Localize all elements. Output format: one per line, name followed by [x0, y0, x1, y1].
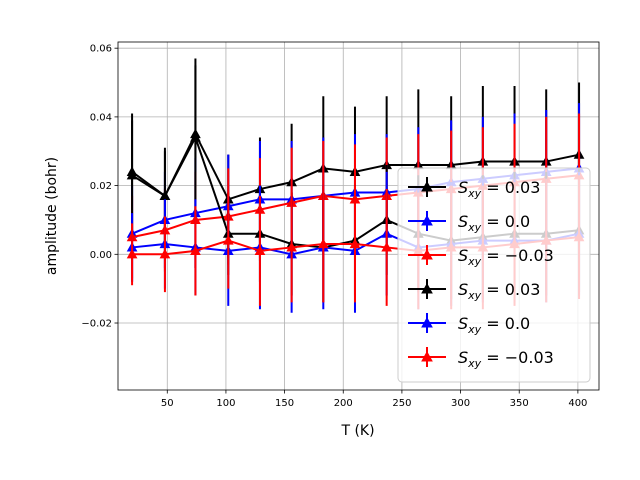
legend-marker	[421, 282, 433, 294]
y-tick-label: −0.02	[81, 319, 112, 330]
legend-marker	[421, 316, 433, 328]
legend-entry: Sxy = 0.03	[408, 177, 540, 200]
legend-marker	[421, 248, 433, 260]
x-axis-label: T (K)	[340, 423, 374, 439]
data-point	[254, 245, 266, 255]
legend-entry: Sxy = −0.03	[408, 347, 554, 370]
x-tick-label: 400	[568, 398, 587, 409]
legend-label: Sxy = 0.0	[458, 314, 530, 336]
data-point	[381, 241, 393, 252]
x-tick-label: 150	[275, 398, 294, 409]
data-point	[159, 248, 171, 259]
data-point	[222, 235, 234, 245]
legend-label: Sxy = −0.03	[458, 246, 554, 268]
data-point	[190, 245, 201, 255]
y-axis-label: amplitude (bohr)	[44, 157, 60, 275]
x-tick-label: 300	[451, 398, 470, 409]
legend-entry: Sxy = 0.0	[408, 211, 530, 234]
legend-entry: Sxy = 0.03	[408, 279, 540, 302]
data-point	[126, 169, 138, 180]
y-tick-label: 0.00	[90, 250, 112, 261]
legend-label: Sxy = 0.03	[458, 280, 540, 302]
legend-label: Sxy = 0.03	[458, 178, 540, 200]
legend: Sxy = 0.03 Sxy = 0.0 Sxy = −0.03 Sxy = 0.03…	[397, 167, 591, 383]
legend-label: Sxy = 0.0	[458, 212, 530, 234]
data-point	[349, 238, 361, 249]
y-tick-label: 0.06	[90, 44, 112, 55]
y-tick-label: 0.04	[90, 112, 112, 123]
legend-marker	[421, 214, 433, 226]
legend-marker	[421, 180, 433, 192]
data-point	[126, 248, 138, 259]
plot-frame	[117, 41, 600, 391]
x-tick-label: 350	[510, 398, 529, 409]
legend-label: Sxy = −0.03	[458, 348, 554, 370]
x-tick-label: 50	[161, 398, 174, 409]
legend-marker	[421, 350, 433, 362]
y-tick-label: 0.02	[90, 181, 112, 192]
data-point	[286, 241, 297, 252]
legend-entry: Sxy = −0.03	[408, 245, 554, 268]
legend-entry: Sxy = 0.0	[408, 313, 530, 336]
data-point	[317, 238, 329, 249]
x-tick-label: 250	[392, 398, 411, 409]
x-tick-label: 200	[334, 398, 353, 409]
x-tick-label: 100	[216, 398, 235, 409]
axis-ticks: 50 100 150 200 250 300 350 400 −0.02 0.00 0.02 0.04…	[81, 44, 587, 409]
data-point	[190, 131, 201, 142]
